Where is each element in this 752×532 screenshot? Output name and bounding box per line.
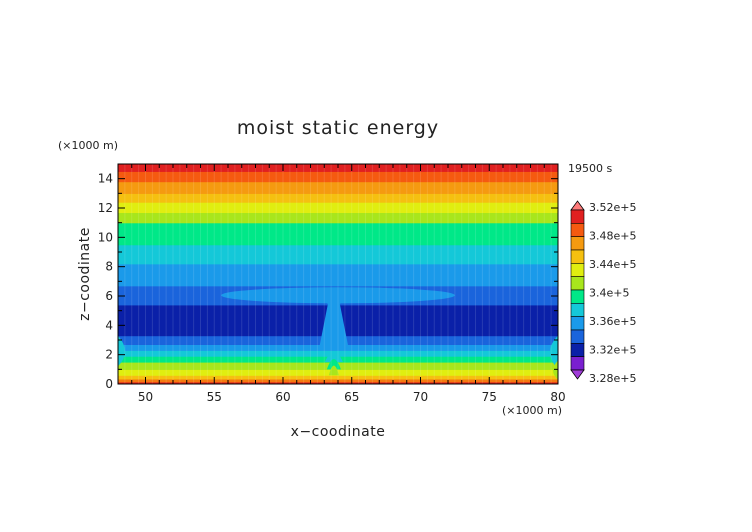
column-base-lime — [328, 365, 339, 376]
y-axis-label: z−coodinate — [77, 227, 93, 321]
contour-features — [118, 287, 558, 380]
right-boundary-bulge — [550, 335, 558, 370]
x-tick-label: 50 — [138, 390, 153, 404]
contour-band-13 — [118, 222, 558, 246]
x-tick-label: 70 — [413, 390, 428, 404]
colorbar-swatch-2 — [570, 223, 585, 237]
colorbar-bottom-arrow — [570, 369, 585, 380]
contour-band-15 — [118, 202, 558, 213]
contour-bands — [118, 164, 558, 384]
x-axis: 50 55 60 65 70 75 80 — [117, 164, 566, 404]
convective-column — [311, 290, 356, 351]
colorbar-swatch-10 — [570, 329, 585, 344]
contour-band-12 — [118, 244, 558, 265]
colorbar: 3.52e+5 3.48e+5 3.44e+5 3.4e+5 3.36e+5 3.32e+… — [570, 200, 636, 385]
column-base-green — [326, 359, 341, 370]
x-axis-label: x−coodinate — [291, 424, 386, 440]
y-tick-label: 2 — [105, 348, 113, 362]
contour-band-18 — [118, 171, 558, 183]
y-tick-label: 0 — [105, 377, 113, 391]
x-unit-label: (×1000 m) — [502, 404, 562, 417]
contour-band-14 — [118, 212, 558, 224]
colorbar-label: 3.36e+5 — [589, 315, 636, 328]
faint-gridlines — [118, 164, 558, 384]
y-tick-label: 12 — [98, 201, 113, 215]
contour-band-16 — [118, 193, 558, 203]
x-tick-label: 60 — [275, 390, 290, 404]
colorbar-swatch-7 — [570, 289, 585, 304]
colorbar-swatch-12 — [570, 356, 585, 371]
colorbar-label: 3.28e+5 — [589, 372, 636, 385]
x-tick-label: 75 — [482, 390, 497, 404]
colorbar-label: 3.52e+5 — [589, 201, 636, 214]
contour-band-11 — [118, 263, 558, 287]
left-boundary-bulge — [118, 335, 125, 367]
colorbar-label: 3.48e+5 — [589, 230, 636, 243]
column-base-cyan — [324, 351, 343, 362]
y-axis: 0 2 4 6 8 10 12 14 — [98, 163, 558, 391]
y-tick-label: 4 — [105, 318, 113, 332]
contour-band-2 — [118, 375, 558, 380]
colorbar-swatch-3 — [570, 236, 585, 251]
x-tick-label: 55 — [207, 390, 222, 404]
contour-band-17 — [118, 181, 558, 194]
colorbar-swatch-8 — [570, 303, 585, 317]
contour-band-6 — [118, 350, 558, 357]
y-tick-label: 10 — [98, 230, 113, 244]
colorbar-swatch-11 — [570, 343, 585, 357]
colorbar-label: 3.4e+5 — [589, 287, 629, 300]
colorbar-swatch-4 — [570, 249, 585, 264]
colorbar-swatch-1 — [570, 209, 585, 224]
colorbar-top-arrow — [570, 200, 585, 211]
y-tick-label: 14 — [98, 172, 113, 186]
x-tick-label: 65 — [344, 390, 359, 404]
colorbar-swatch-9 — [570, 316, 585, 331]
y-tick-label: 6 — [105, 289, 113, 303]
y-unit-label: (×1000 m) — [58, 139, 118, 152]
colorbar-swatch-6 — [570, 276, 585, 291]
colorbar-swatch-5 — [570, 263, 585, 277]
y-tick-label: 8 — [105, 260, 113, 274]
colorbar-label: 3.44e+5 — [589, 258, 636, 271]
chart-title: moist static energy — [237, 117, 439, 139]
time-label: 19500 s — [568, 162, 612, 175]
colorbar-label: 3.32e+5 — [589, 344, 636, 357]
x-tick-label: 80 — [550, 390, 565, 404]
right-boundary-bulge-low — [553, 360, 558, 380]
